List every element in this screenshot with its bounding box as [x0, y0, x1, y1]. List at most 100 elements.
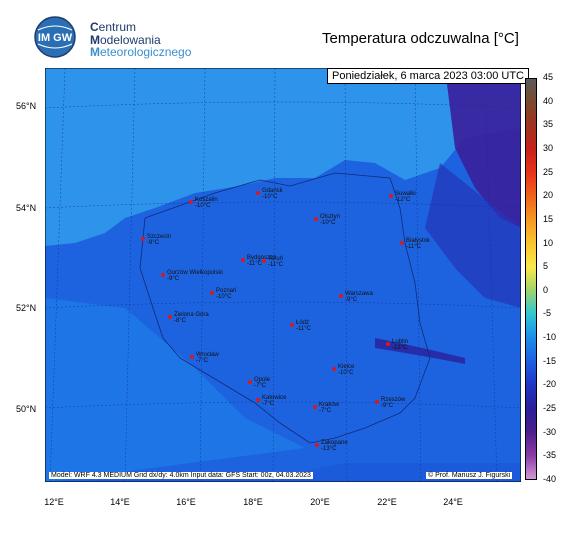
- city-marker: Poznań -10°C: [210, 288, 237, 300]
- colorbar-tick-label: 35: [543, 119, 554, 130]
- lat-label: 56°N: [16, 101, 37, 111]
- city-temp: -10°C: [195, 203, 211, 209]
- city-name: Kielce: [338, 364, 355, 370]
- city-dot-icon: [248, 380, 252, 384]
- forecast-timestamp: Poniedziałek, 6 marca 2023 03:00 UTC: [327, 68, 529, 84]
- city-temp: -8°C: [174, 318, 187, 324]
- colorbar-tick-label: -15: [543, 355, 557, 366]
- lat-label: 52°N: [16, 303, 37, 313]
- city-temp: -13°C: [321, 446, 337, 452]
- colorbar-tick-label: 5: [543, 261, 549, 272]
- city-name: Opole: [254, 377, 271, 383]
- city-marker: Zielona Góra -8°C: [168, 312, 209, 324]
- lon-label: 16°E: [176, 497, 196, 507]
- city-name: Gdańsk: [262, 188, 283, 194]
- city-name: Białystok: [406, 238, 431, 244]
- city-name: Bydgoszcz: [247, 255, 277, 261]
- baltic-sea: [45, 68, 521, 246]
- city-dot-icon: [241, 258, 245, 262]
- city-marker: Gorzów Wielkopolski -9°C: [161, 270, 223, 282]
- city-dot-icon: [386, 342, 390, 346]
- temperature-map: [45, 68, 521, 482]
- city-temp: -11°C: [406, 244, 421, 250]
- city-name: Suwałki: [395, 191, 416, 197]
- city-name: Gorzów Wielkopolski: [167, 270, 223, 276]
- city-marker: Wrocław -7°C: [190, 352, 219, 364]
- city-name: Poznań: [216, 288, 237, 294]
- lat-label: 54°N: [16, 203, 37, 213]
- city-marker: Rzeszów -9°C: [375, 397, 406, 409]
- colorbar-tick-label: 10: [543, 237, 554, 248]
- city-name: Kraków: [319, 402, 340, 408]
- city-name: Lublin: [392, 339, 409, 345]
- city-marker: Kielce -10°C: [332, 364, 355, 376]
- city-temp: -11°C: [268, 262, 283, 268]
- city-marker: Warszawa -9°C: [339, 291, 373, 303]
- city-dot-icon: [168, 315, 172, 319]
- logo-badge-text: IM GW: [38, 32, 73, 44]
- city-name: Zielona Góra: [174, 312, 209, 318]
- city-name: Wrocław: [196, 352, 219, 358]
- city-temp: -10°C: [216, 294, 232, 300]
- city-temp: -10°C: [338, 370, 354, 376]
- city-dot-icon: [141, 237, 145, 241]
- city-dot-icon: [400, 241, 404, 245]
- colorbar-tick-label: 40: [543, 95, 554, 106]
- city-dot-icon: [313, 405, 317, 409]
- city-name: Toruń: [268, 256, 284, 262]
- city-marker: Olsztyn -10°C: [314, 214, 341, 226]
- cold-northeast: [445, 68, 521, 228]
- city-temp: -13°C: [392, 345, 408, 351]
- poland-border: [139, 172, 431, 444]
- colorbar-tick-label: -5: [543, 308, 552, 319]
- city-temp: -9°C: [381, 403, 394, 409]
- city-dot-icon: [290, 323, 294, 327]
- city-temp: -11°C: [247, 261, 262, 267]
- city-marker: Szczecin -9°C: [141, 234, 171, 246]
- city-name: Zakopane: [321, 440, 348, 446]
- city-name: Rzeszów: [381, 397, 406, 403]
- lon-label: 20°E: [310, 497, 330, 507]
- city-dot-icon: [256, 191, 260, 195]
- city-dot-icon: [314, 217, 318, 221]
- city-dot-icon: [339, 294, 343, 298]
- colorbar-tick-label: -25: [543, 403, 557, 414]
- city-dot-icon: [389, 194, 393, 198]
- city-marker: Zakopane -13°C: [315, 440, 348, 452]
- city-marker: Toruń -11°C: [262, 256, 284, 268]
- city-dot-icon: [190, 355, 194, 359]
- colorbar-tick-label: 0: [543, 284, 549, 295]
- city-temp: -10°C: [320, 220, 336, 226]
- colorbar-tick-label: -35: [543, 450, 557, 461]
- colorbar-tick-label: 20: [543, 190, 554, 201]
- city-marker: Opole -7°C: [248, 377, 271, 389]
- city-temp: -10°C: [262, 194, 278, 200]
- copyright: © Prof. Mariusz J. Figurski: [426, 472, 513, 479]
- colorbar-tick-label: 25: [543, 166, 554, 177]
- lon-label: 22°E: [377, 497, 397, 507]
- lon-label: 14°E: [110, 497, 130, 507]
- city-temp: -7°C: [319, 408, 332, 414]
- city-name: Koszalin: [195, 197, 218, 203]
- city-dot-icon: [256, 398, 260, 402]
- colorbar-tick-label: 45: [543, 72, 554, 82]
- lon-label: 24°E: [443, 497, 463, 507]
- city-dot-icon: [315, 443, 319, 447]
- city-temp: -7°C: [254, 383, 267, 389]
- city-temp: -12°C: [395, 197, 411, 203]
- map-title: Temperatura odczuwalna [°C]: [322, 30, 519, 47]
- city-name: Łódź: [296, 320, 310, 326]
- city-marker: Koszalin -10°C: [189, 197, 218, 209]
- colorbar-tick-label: -30: [543, 426, 557, 437]
- city-temp: -9°C: [147, 240, 160, 246]
- model-info: Model: WRF 4.3 MEDIUM Grid dx/dy: 4.0km …: [49, 472, 313, 479]
- city-marker: Gdańsk -10°C: [256, 188, 283, 200]
- imgw-logo-icon: IM GW: [34, 16, 76, 58]
- city-marker: Bydgoszcz -11°C: [241, 255, 277, 267]
- city-name: Olsztyn: [320, 214, 341, 220]
- city-dot-icon: [210, 291, 214, 295]
- city-name: Katowice: [262, 395, 287, 401]
- lon-label: 12°E: [44, 497, 64, 507]
- city-name: Warszawa: [345, 291, 373, 297]
- city-dot-icon: [262, 259, 266, 263]
